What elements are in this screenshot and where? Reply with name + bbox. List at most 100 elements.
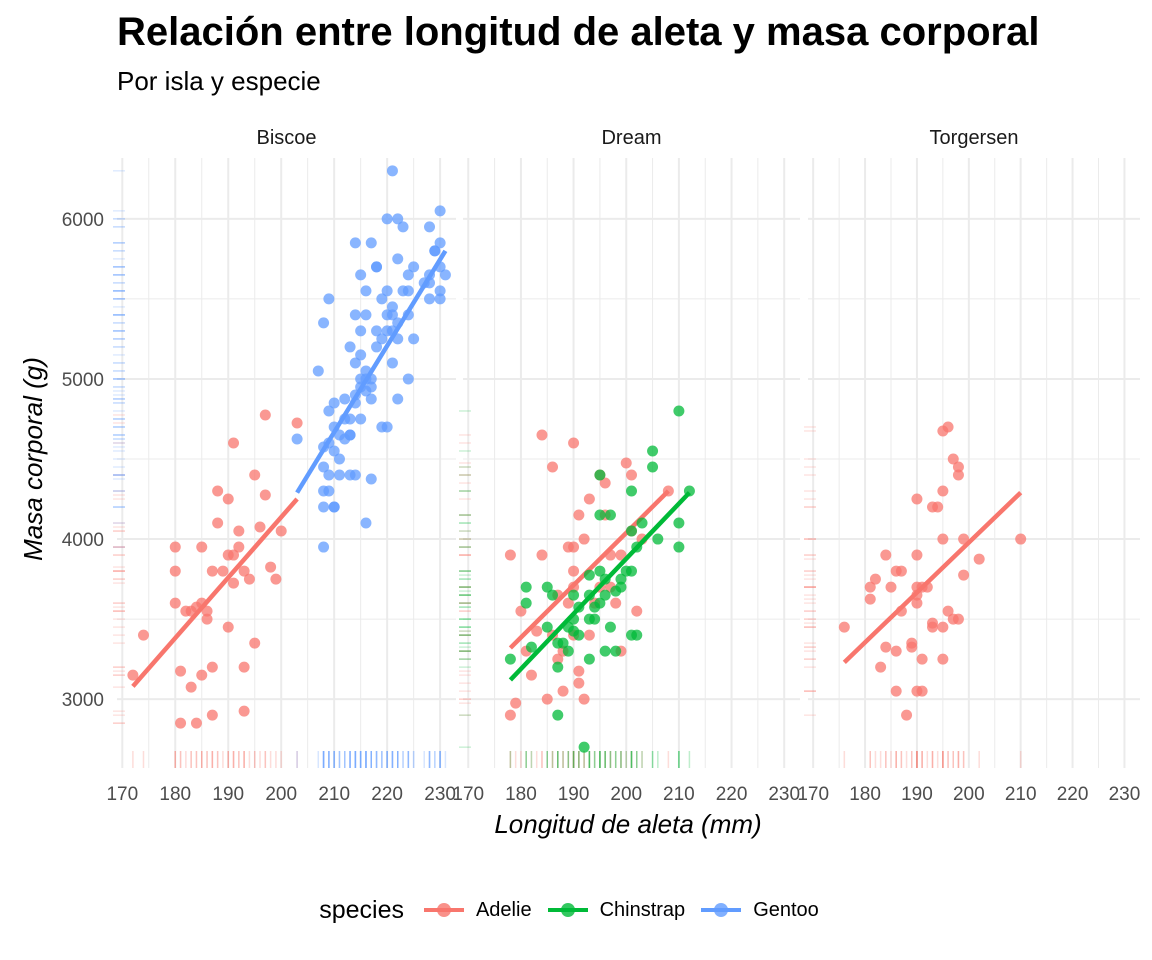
legend-item-chinstrap: Chinstrap — [546, 899, 685, 922]
data-point — [620, 457, 632, 469]
x-tick-label: 190 — [901, 784, 933, 805]
data-point — [360, 517, 372, 529]
data-point — [869, 573, 881, 585]
data-point — [626, 565, 637, 577]
data-point — [536, 549, 548, 561]
data-point — [355, 269, 367, 281]
x-tick-label: 170 — [452, 784, 484, 805]
data-point — [604, 509, 616, 521]
data-point — [429, 245, 441, 257]
data-point — [360, 285, 372, 297]
data-point — [583, 629, 595, 641]
data-point — [127, 669, 139, 681]
data-point — [402, 285, 414, 297]
data-point — [386, 301, 398, 313]
legend-label: Gentoo — [753, 898, 819, 921]
y-tick-label: 3000 — [62, 690, 104, 711]
data-point — [541, 621, 553, 633]
data-point — [386, 309, 398, 321]
data-point — [937, 653, 949, 665]
data-point — [906, 637, 918, 649]
data-point — [434, 237, 446, 249]
data-point — [890, 645, 902, 657]
x-tick-label: 210 — [663, 784, 695, 805]
y-axis-title: Masa corporal (g) — [18, 357, 48, 561]
data-point — [673, 405, 685, 417]
data-point — [249, 469, 261, 481]
data-point — [578, 741, 590, 753]
x-tick-label: 220 — [716, 784, 748, 805]
data-point — [864, 593, 876, 605]
data-point — [328, 445, 340, 457]
data-point — [626, 525, 637, 537]
data-point — [557, 637, 569, 649]
data-point — [594, 509, 606, 521]
data-point — [504, 549, 516, 561]
data-point — [947, 453, 959, 465]
regression-line — [508, 491, 692, 682]
data-point — [594, 565, 606, 577]
data-point — [610, 597, 622, 609]
data-point — [169, 541, 181, 553]
data-point — [254, 521, 266, 533]
data-point — [355, 413, 367, 425]
legend-item-adelie: Adelie — [422, 899, 532, 922]
data-point — [615, 581, 627, 593]
y-tick-label: 5000 — [62, 370, 104, 391]
x-tick-label: 180 — [849, 784, 881, 805]
data-point — [196, 541, 208, 553]
facet-strip-label: Biscoe — [256, 127, 316, 149]
data-point — [206, 661, 218, 673]
data-point — [365, 473, 377, 485]
regression-line — [508, 489, 670, 650]
x-tick-label: 230 — [1109, 784, 1141, 805]
regression-line — [842, 491, 1023, 664]
data-point — [175, 665, 187, 677]
data-point — [228, 437, 240, 449]
data-point — [673, 517, 685, 529]
chart-title: Relación entre longitud de aleta y masa … — [117, 10, 1040, 54]
data-point — [185, 681, 197, 693]
legend-key-dot — [714, 903, 729, 917]
chart-subtitle: Por isla y especie — [117, 66, 321, 96]
data-point — [626, 485, 637, 497]
data-point — [323, 405, 335, 417]
data-point — [392, 213, 404, 225]
data-point — [217, 565, 229, 577]
data-point — [583, 569, 595, 581]
data-point — [233, 541, 245, 553]
data-point — [175, 717, 187, 729]
data-point — [615, 573, 627, 585]
data-point — [631, 629, 643, 641]
data-point — [520, 581, 532, 593]
facet-panel-biscoe: Biscoe 170 180 190 200 210 220 230 — [106, 127, 456, 805]
x-tick-label: 200 — [953, 784, 985, 805]
data-point — [228, 549, 240, 561]
data-point — [875, 661, 887, 673]
x-tick-label: 180 — [159, 784, 191, 805]
data-point — [547, 589, 559, 601]
data-point — [360, 309, 372, 321]
data-point — [318, 317, 330, 329]
data-point — [547, 461, 559, 473]
data-point — [228, 577, 240, 589]
data-point — [371, 261, 383, 273]
data-point — [916, 653, 928, 665]
data-point — [222, 621, 234, 633]
data-point — [937, 485, 949, 497]
data-point — [323, 469, 335, 481]
data-point — [578, 693, 590, 705]
data-point — [557, 685, 569, 697]
data-point — [937, 621, 949, 633]
data-point — [916, 685, 928, 697]
legend-key-dot — [560, 903, 575, 917]
x-tick-label: 230 — [424, 784, 456, 805]
data-point — [562, 597, 574, 609]
data-point — [942, 421, 954, 433]
series-adelie — [459, 429, 674, 768]
y-tick-label: 6000 — [62, 210, 104, 231]
data-point — [265, 561, 277, 573]
data-point — [434, 285, 446, 297]
data-point — [562, 645, 574, 657]
series-gentoo — [113, 165, 451, 768]
